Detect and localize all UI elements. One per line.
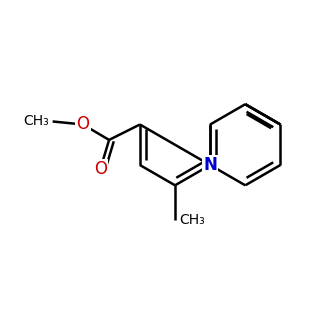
Text: CH₃: CH₃ — [179, 213, 205, 227]
Text: O: O — [94, 160, 107, 178]
Text: CH₃: CH₃ — [23, 114, 49, 128]
Text: N: N — [203, 156, 217, 174]
Text: O: O — [76, 115, 89, 133]
